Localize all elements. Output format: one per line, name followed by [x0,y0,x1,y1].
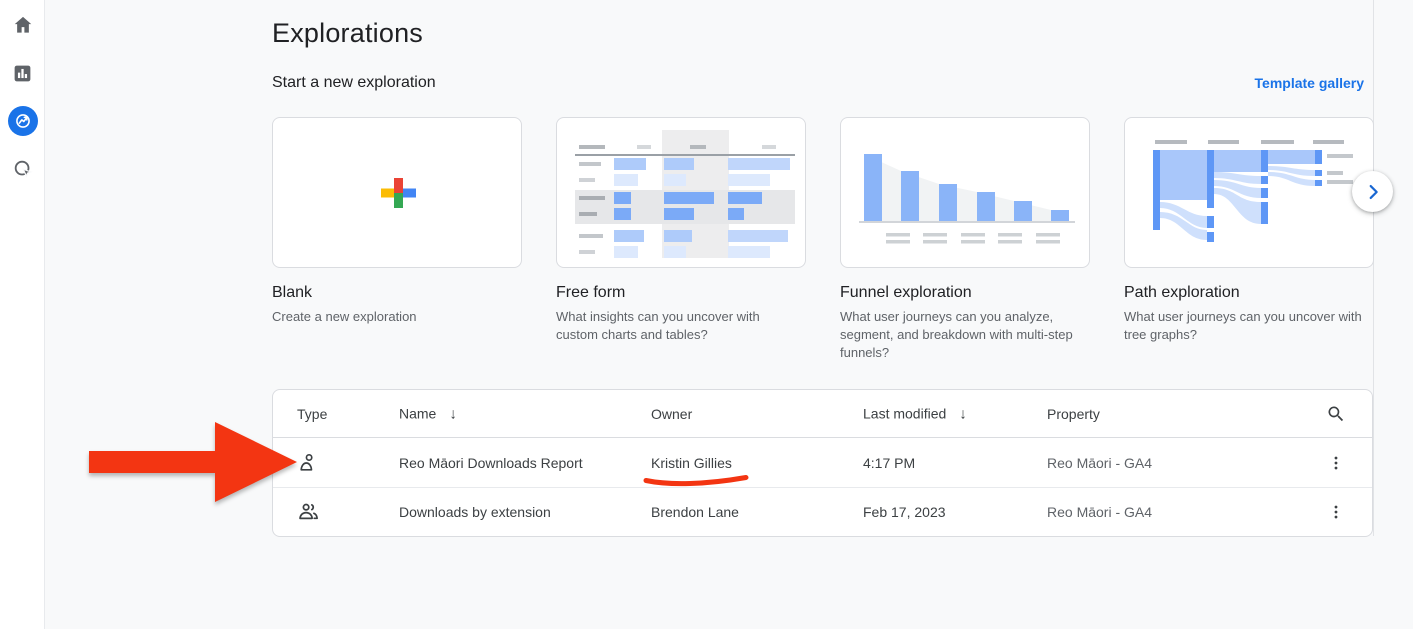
funnel-thumbnail [840,117,1090,268]
card-description: Create a new exploration [272,309,417,324]
column-header-property: Property [1047,405,1100,422]
card-title: Blank [272,284,313,301]
row-type [297,452,319,474]
card-blank[interactable]: Blank Create a new exploration [272,117,522,362]
table-row[interactable]: Downloads by extension Brendon Lane Feb … [273,487,1372,536]
card-description: What user journeys can you uncover with … [1124,309,1362,342]
card-description: What user journeys can you analyze, segm… [840,309,1073,360]
row-owner: Brendon Lane [651,504,739,520]
person-icon [300,453,313,471]
path-thumbnail [1124,117,1374,268]
search-icon [1328,405,1344,421]
reports-icon [14,65,31,81]
funnel-chart-graphic [859,154,1075,244]
carousel-next-button[interactable] [1352,171,1393,212]
table-chart-graphic [575,130,795,258]
row-last-modified: 4:17 PM [863,454,916,471]
row-name: Reo Māori Downloads Report [399,454,583,471]
row-type [297,501,320,524]
home-icon [14,16,31,33]
nav-rail [0,0,45,629]
tree-graph-graphic [1153,140,1353,242]
column-header-name[interactable]: Name ↓ [399,405,457,422]
card-title: Funnel exploration [840,284,972,301]
card-title: Path exploration [1124,284,1240,301]
kebab-menu-icon [1334,456,1338,469]
red-callout-arrow [89,422,297,502]
advertising-icon [14,160,33,178]
sidebar-item-home[interactable] [0,3,45,47]
blank-thumbnail [272,117,522,268]
free-form-thumbnail [556,117,806,268]
kebab-menu-icon [1334,505,1338,519]
card-free-form[interactable]: Free form What insights can you uncover … [556,117,806,362]
chevron-right-icon [1369,184,1378,199]
template-gallery-link[interactable]: Template gallery [1254,75,1364,91]
template-cards: Blank Create a new exploration [272,117,1374,362]
column-header-owner: Owner [651,405,693,422]
card-description: What insights can you uncover with custo… [556,309,760,342]
page-title: Explorations [272,18,423,48]
section-title: Start a new exploration [272,74,436,91]
table-search-button[interactable] [1322,400,1350,428]
google-plus-icon [381,178,416,208]
row-menu-button[interactable] [1322,449,1350,477]
table-header-row: Type Name ↓ Owner Last modified ↓ Property [273,390,1372,438]
row-menu-button[interactable] [1322,498,1350,526]
card-title: Free form [556,284,626,301]
explorations-table: Type Name ↓ Owner Last modified ↓ Property… [272,389,1373,537]
sort-desc-icon[interactable]: ↓ [449,405,457,422]
row-property: Reo Māori - GA4 [1047,504,1153,520]
row-property: Reo Māori - GA4 [1047,454,1153,471]
column-header-type: Type [297,405,328,422]
sidebar-item-explore[interactable] [0,99,45,143]
table-row[interactable]: Reo Māori Downloads Report Kristin Gilli… [273,438,1372,487]
people-icon [299,503,318,520]
card-funnel-exploration[interactable]: Funnel exploration What user journeys ca… [840,117,1090,362]
sidebar-item-reports[interactable] [0,51,45,95]
sidebar-item-advertising[interactable] [0,147,45,191]
row-name: Downloads by extension [399,504,551,520]
card-path-exploration[interactable]: Path exploration What user journeys can … [1124,117,1374,362]
column-header-last-modified[interactable]: Last modified ↓ [863,405,967,422]
content-edge-divider [1373,0,1374,536]
sort-desc-icon[interactable]: ↓ [959,405,967,422]
row-owner: Kristin Gillies [651,454,732,471]
explore-icon [15,114,30,128]
row-last-modified: Feb 17, 2023 [863,504,946,520]
